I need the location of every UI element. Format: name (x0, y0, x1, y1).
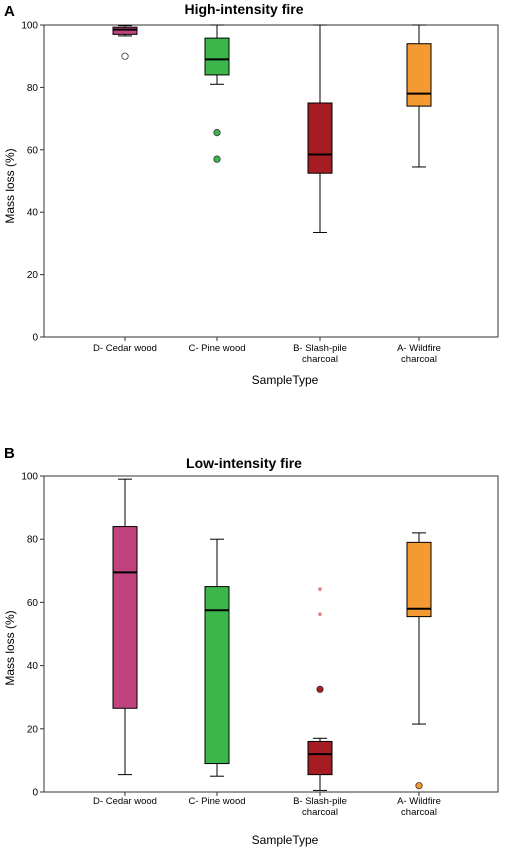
panel-b: B Low-intensity fire Mass loss (%) Sampl… (0, 424, 510, 848)
y-tick-label: 40 (27, 661, 39, 672)
panel-a: A High-intensity fire Mass loss (%) Samp… (3, 1, 499, 387)
y-tick-label: 100 (21, 21, 38, 32)
outlier-point (316, 685, 324, 693)
outlier-point (121, 52, 129, 60)
chart-svg-a: A High-intensity fire Mass loss (%) Samp… (3, 1, 499, 387)
outlier-star: * (318, 610, 323, 624)
x-tick-label: C- Pine wood (188, 343, 245, 354)
box-iqr (204, 37, 230, 76)
box-iqr (307, 102, 333, 174)
chart-title-a: High-intensity fire (184, 1, 303, 17)
outlier-star: * (318, 584, 323, 598)
y-tick-label: 100 (21, 472, 38, 483)
y-axis-label-b: Mass loss (%) (3, 610, 17, 685)
x-axis-label-b: SampleType (252, 833, 319, 847)
x-tick-label: C- Pine wood (188, 796, 245, 807)
plot-area-a: 0 20 40 60 80 100 D- Cedar wood C- Pine wood B- … (21, 21, 499, 365)
y-tick-label: 80 (27, 83, 39, 94)
plot-frame (43, 475, 499, 793)
box-iqr (112, 526, 138, 709)
box-iqr (204, 586, 230, 765)
chart-svg-b: B Low-intensity fire Mass loss (%) Sampl… (3, 445, 499, 847)
panel-letter-a: A (4, 3, 15, 20)
x-axis-label-a: SampleType (252, 373, 319, 387)
x-tick-label: B- Slash-pile charcoal (293, 343, 347, 365)
x-tick-label: B- Slash-pile charcoal (293, 796, 347, 818)
plot-frame (43, 24, 499, 338)
x-tick-label: D- Cedar wood (93, 343, 157, 354)
box-iqr (406, 541, 432, 618)
x-tick-label: D- Cedar wood (93, 796, 157, 807)
y-tick-label: 80 (27, 535, 39, 546)
panel-letter-b: B (4, 445, 15, 462)
box-iqr (112, 26, 138, 35)
chart-title-b: Low-intensity fire (186, 455, 302, 471)
x-tick-label: A- Wildfire charcoal (397, 343, 441, 365)
y-tick-label: 60 (27, 598, 39, 609)
y-tick-label: 40 (27, 208, 39, 219)
y-tick-label: 60 (27, 145, 39, 156)
outlier-point (415, 782, 423, 790)
outlier-point (213, 129, 221, 137)
x-tick-label: A- Wildfire charcoal (397, 796, 441, 818)
y-axis-label-a: Mass loss (%) (3, 148, 17, 223)
y-tick-label: 20 (27, 724, 39, 735)
outlier-point (213, 155, 221, 163)
y-tick-label: 0 (32, 788, 38, 799)
y-tick-label: 0 (32, 333, 38, 344)
plot-area-b: 0 20 40 60 80 100 D- Cedar wood C- Pine wood B- … (21, 472, 499, 818)
box-iqr (307, 740, 333, 776)
box-iqr (406, 43, 432, 107)
y-tick-label: 20 (27, 270, 39, 281)
